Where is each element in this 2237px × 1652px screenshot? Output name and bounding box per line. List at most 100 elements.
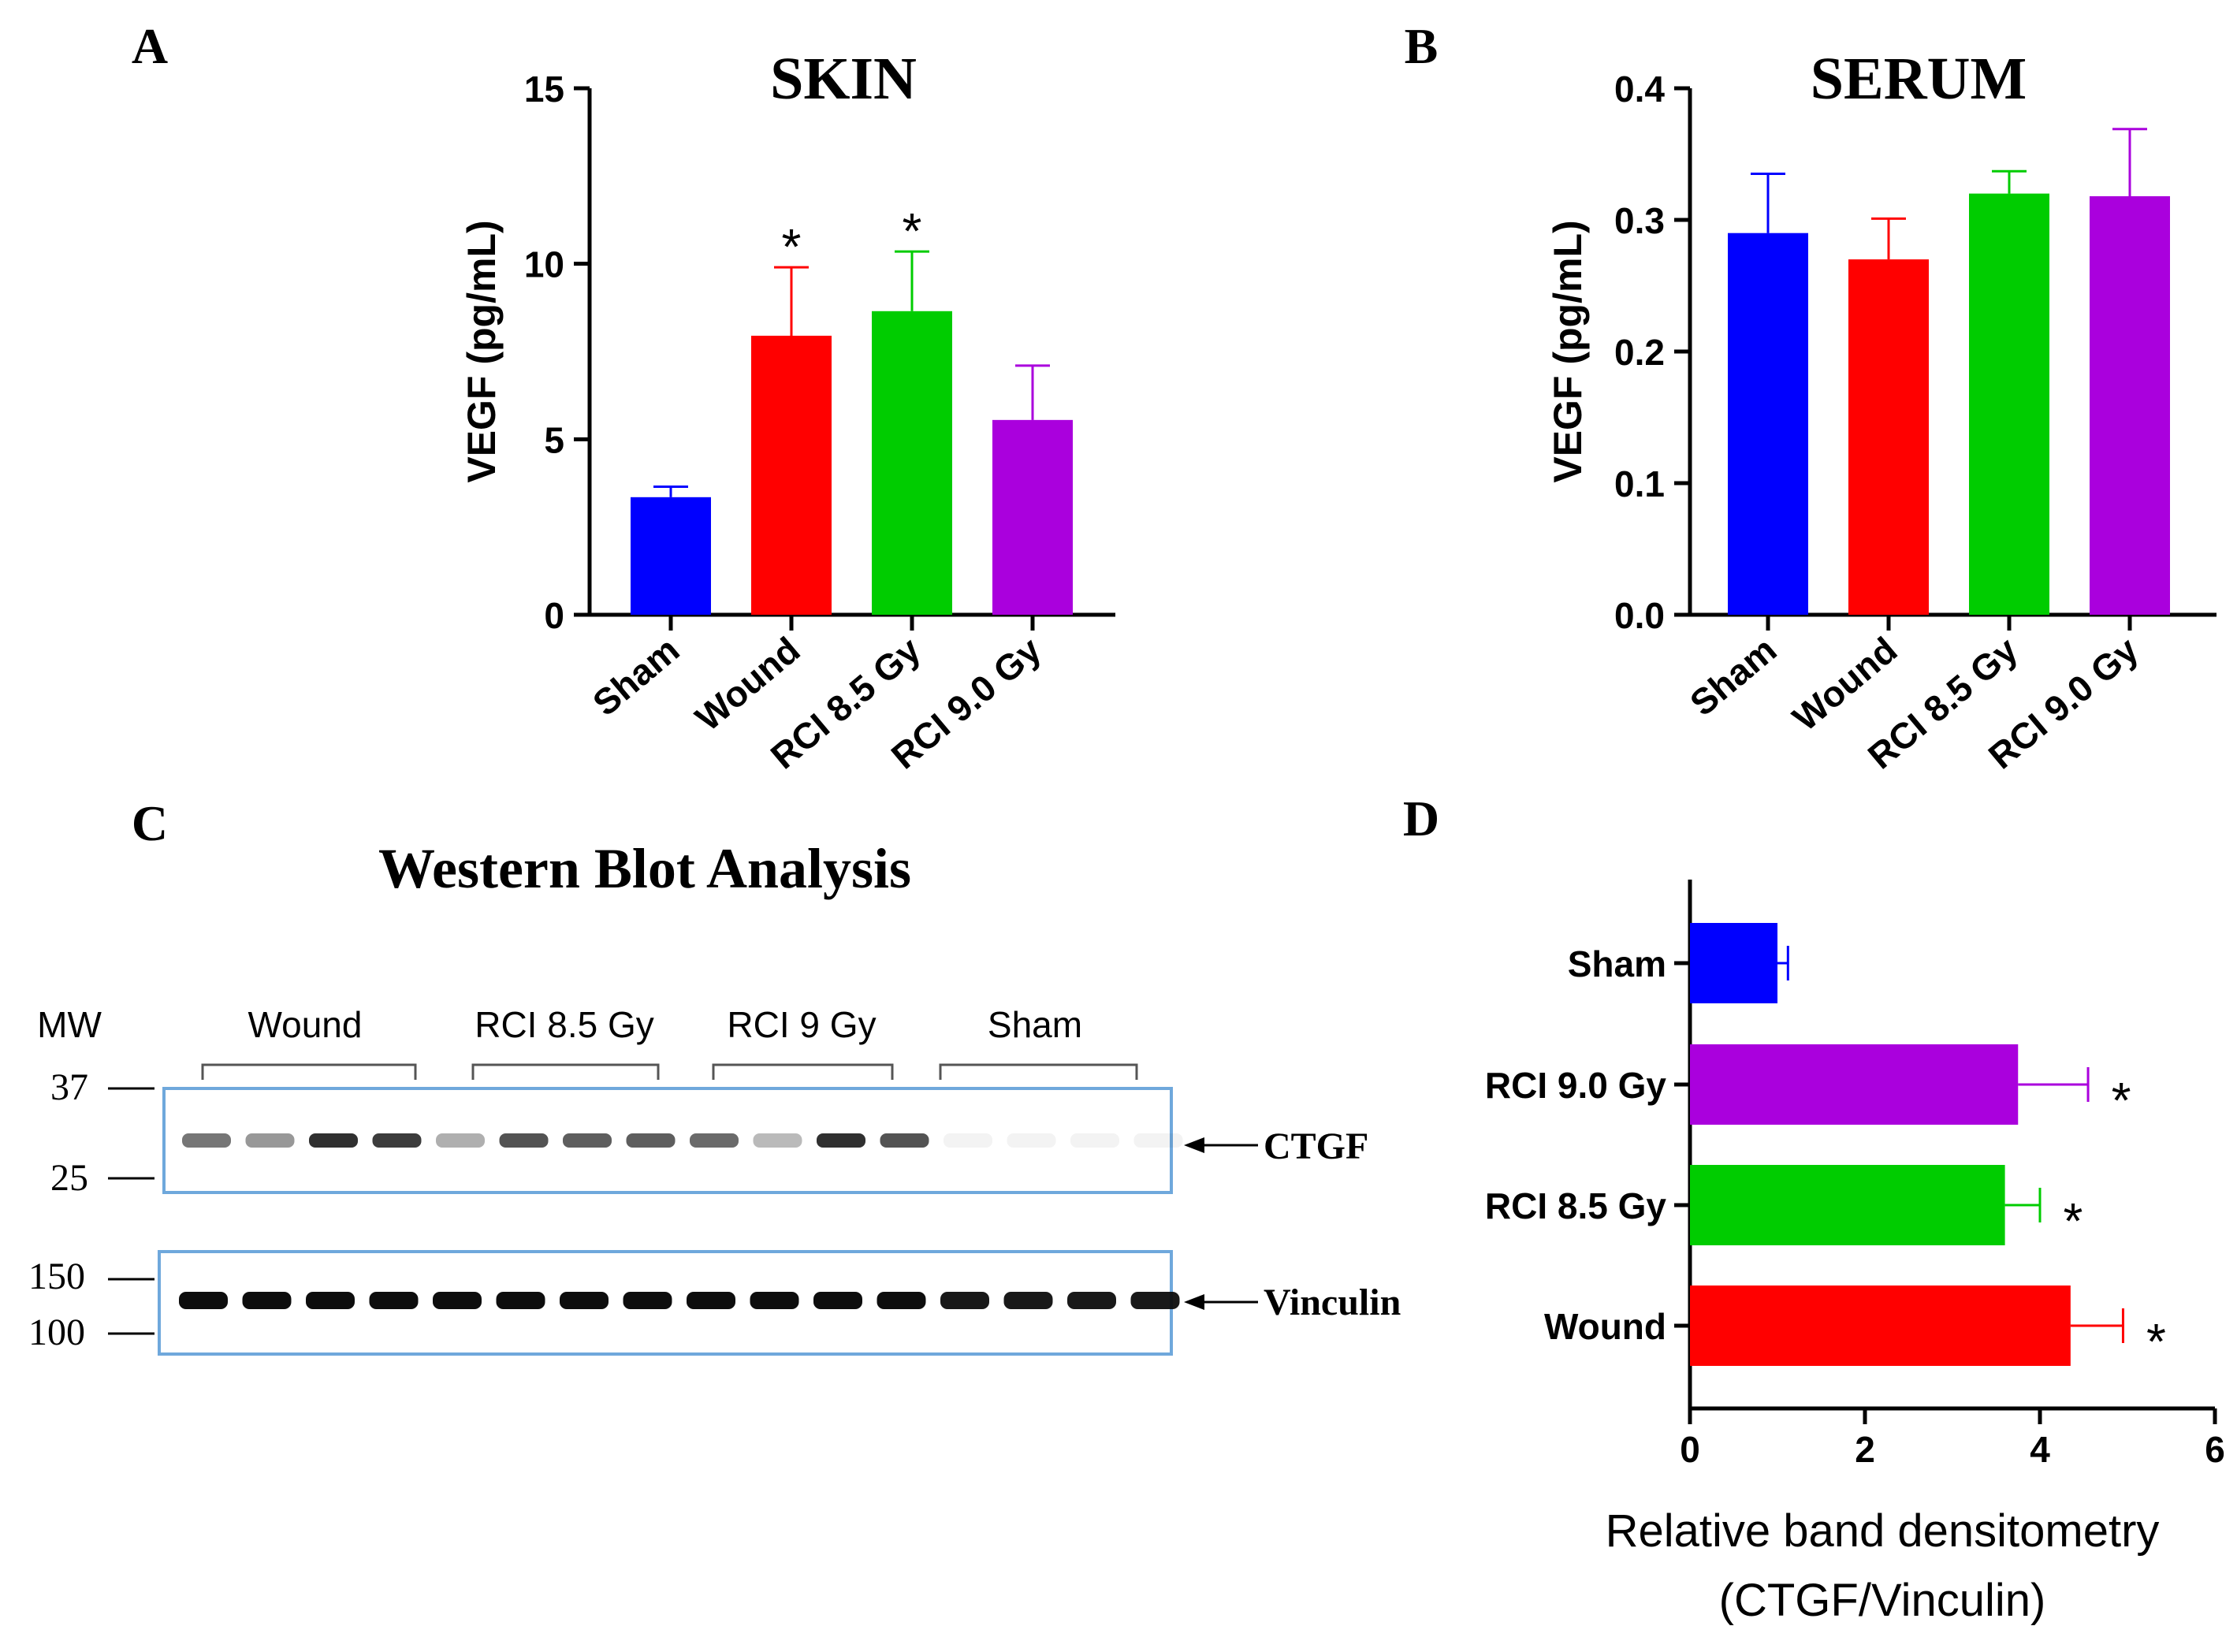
significance-marker: *: [2112, 1072, 2131, 1129]
vinculin-band: [242, 1292, 292, 1309]
bar: [751, 335, 832, 615]
vinculin-band: [813, 1292, 862, 1309]
ctgf-band: [690, 1133, 739, 1148]
panel-b-letter: B: [1405, 18, 1439, 74]
ctgf-bands: [182, 1133, 1183, 1148]
panel-b-y-ticks: 0.0 0.1 0.2 0.3 0.4: [1614, 69, 1690, 636]
ctgf-band: [372, 1133, 422, 1148]
bar: [872, 311, 952, 615]
bar: [1690, 1044, 2019, 1125]
panel-a-title: SKIN: [770, 46, 917, 112]
ctgf-band: [182, 1133, 231, 1148]
blot-group-bracket: [939, 1063, 1138, 1080]
y-tick-label: 0.0: [1614, 595, 1665, 636]
ctgf-band: [245, 1133, 295, 1148]
panel-a-letter: A: [132, 18, 168, 74]
bar: [1690, 1286, 2071, 1366]
panel-b-bars: [1728, 128, 2170, 616]
ctgf-band: [309, 1133, 358, 1148]
y-tick-label: RCI 8.5 Gy: [1485, 1185, 1667, 1226]
panel-c: C Western Blot Analysis MW Wound RCI 8.5 …: [28, 795, 1401, 1356]
vinculin-band: [940, 1292, 989, 1309]
vinculin-band: [623, 1292, 672, 1309]
vinculin-band: [1067, 1292, 1116, 1309]
western-blot-title: Western Blot Analysis: [378, 837, 911, 900]
panel-b-y-axis-label: VEGF (pg/mL): [1546, 220, 1590, 482]
bar: [1848, 259, 1929, 615]
panel-d-bars: * * *: [1690, 923, 2166, 1370]
panel-d-x-axis-label-line2: (CTGF/Vinculin): [1719, 1575, 2046, 1626]
y-tick-label: RCI 9.0 Gy: [1485, 1065, 1667, 1106]
vinculin-band: [877, 1292, 926, 1309]
x-tick-label: 0: [1680, 1429, 1700, 1470]
ctgf-band: [1007, 1133, 1056, 1148]
panel-d-y-ticks: Sham RCI 9.0 Gy RCI 8.5 Gy Wound: [1485, 943, 1690, 1347]
vinculin-label: Vinculin: [1264, 1282, 1401, 1323]
panel-b-title: SERUM: [1811, 46, 2027, 112]
blot-group-label: RCI 8.5 Gy: [475, 1004, 654, 1045]
mw-marker-25: 25: [50, 1157, 88, 1199]
significance-marker: *: [2146, 1313, 2166, 1370]
ctgf-label: CTGF: [1264, 1126, 1368, 1167]
ctgf-band: [436, 1133, 485, 1148]
ctgf-band: [880, 1133, 929, 1148]
panel-c-letter: C: [132, 795, 168, 851]
vinculin-band: [1130, 1292, 1180, 1309]
vinculin-band: [433, 1292, 482, 1309]
vinculin-band: [1003, 1292, 1053, 1309]
panel-a-y-ticks: 0 5 10 15: [524, 69, 590, 636]
blot-group-bracket: [712, 1063, 894, 1080]
vinculin-band: [179, 1292, 228, 1309]
x-tick-label: 4: [2030, 1429, 2050, 1470]
vinculin-band: [750, 1292, 799, 1309]
vinculin-band: [560, 1292, 609, 1309]
vinculin-bands: [179, 1292, 1180, 1309]
panel-a-bars: * *: [631, 203, 1073, 615]
blot-group-bracket: [471, 1063, 660, 1080]
ctgf-band: [817, 1133, 865, 1148]
x-tick-label: 6: [2205, 1429, 2225, 1470]
significance-marker: *: [782, 218, 802, 275]
mw-marker-100: 100: [28, 1312, 85, 1353]
bar: [1690, 1165, 2005, 1245]
vinculin-band: [496, 1292, 545, 1309]
bar: [631, 497, 711, 615]
y-tick-label: 5: [544, 419, 564, 460]
blot-group-bracket: [201, 1063, 417, 1080]
panel-d-x-axis-label-line1: Relative band densitometry: [1606, 1505, 2160, 1557]
mw-label: MW: [37, 1004, 102, 1045]
y-tick-label: Wound: [1544, 1306, 1666, 1347]
panel-d-x-ticks: 0 2 4 6: [1680, 1408, 2225, 1470]
y-tick-label: 0: [544, 595, 564, 636]
ctgf-band: [499, 1133, 549, 1148]
y-tick-label: 0.4: [1614, 69, 1665, 110]
x-tick-label: 2: [1855, 1429, 1875, 1470]
y-tick-label: 0.2: [1614, 332, 1665, 373]
ctgf-band: [1070, 1133, 1119, 1148]
bar: [1969, 193, 2049, 616]
y-tick-label: 15: [524, 69, 564, 110]
blot-group-labels: Wound RCI 8.5 Gy RCI 9 Gy Sham: [201, 1004, 1138, 1080]
bar: [1728, 233, 1808, 615]
ctgf-band: [1133, 1133, 1183, 1148]
y-tick-label: 0.3: [1614, 200, 1665, 241]
vinculin-band: [306, 1292, 355, 1309]
mw-marker-37: 37: [50, 1066, 88, 1108]
significance-marker: *: [2064, 1192, 2083, 1249]
ctgf-arrow-head-icon: [1184, 1137, 1204, 1153]
vinculin-band: [687, 1292, 735, 1309]
panel-d: D 0 2 4 6 * * * Sham RCI 9.0 Gy RCI 8.5 Gy Wound…: [1403, 791, 2225, 1626]
y-tick-label: 10: [524, 244, 564, 285]
significance-marker: *: [903, 203, 922, 259]
panel-a-y-axis-label: VEGF (pg/mL): [460, 220, 504, 482]
panel-d-letter: D: [1403, 791, 1439, 846]
ctgf-band: [626, 1133, 676, 1148]
bar: [1690, 923, 1777, 1003]
blot-group-label: RCI 9 Gy: [727, 1004, 876, 1045]
y-tick-label: Sham: [1568, 943, 1666, 984]
ctgf-band: [944, 1133, 992, 1148]
vinculin-arrow-head-icon: [1184, 1294, 1204, 1310]
